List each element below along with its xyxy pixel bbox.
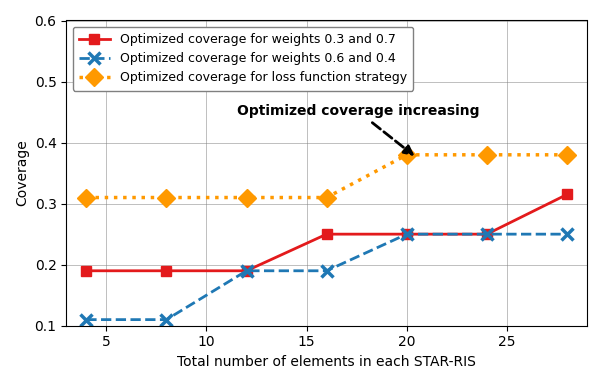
Optimized coverage for loss function strategy [163,195,170,200]
Text: Optimized coverage increasing: Optimized coverage increasing [237,104,479,154]
Optimized coverage for weights 0.6 and 0.4 [563,232,571,237]
Optimized coverage for weights 0.6 and 0.4 [243,268,250,273]
Optimized coverage for weights 0.6 and 0.4 [163,317,170,322]
Optimized coverage for weights 0.3 and 0.7 [563,192,571,197]
Legend: Optimized coverage for weights 0.3 and 0.7, Optimized coverage for weights 0.6 a: Optimized coverage for weights 0.3 and 0… [72,27,414,91]
Optimized coverage for loss function strategy [323,195,330,200]
X-axis label: Total number of elements in each STAR-RIS: Total number of elements in each STAR-RI… [177,355,476,369]
Optimized coverage for loss function strategy [82,195,90,200]
Optimized coverage for weights 0.6 and 0.4 [483,232,491,237]
Optimized coverage for weights 0.3 and 0.7 [403,232,411,237]
Optimized coverage for weights 0.3 and 0.7 [483,232,491,237]
Optimized coverage for weights 0.6 and 0.4 [403,232,411,237]
Optimized coverage for weights 0.3 and 0.7 [243,268,250,273]
Optimized coverage for loss function strategy [483,152,491,157]
Y-axis label: Coverage: Coverage [15,140,29,207]
Optimized coverage for loss function strategy [243,195,250,200]
Line: Optimized coverage for weights 0.6 and 0.4: Optimized coverage for weights 0.6 and 0… [80,228,573,326]
Optimized coverage for weights 0.6 and 0.4 [82,317,90,322]
Optimized coverage for weights 0.3 and 0.7 [163,268,170,273]
Optimized coverage for loss function strategy [563,152,571,157]
Optimized coverage for weights 0.6 and 0.4 [323,268,330,273]
Line: Optimized coverage for loss function strategy: Optimized coverage for loss function str… [80,149,573,204]
Optimized coverage for weights 0.3 and 0.7 [323,232,330,237]
Optimized coverage for loss function strategy [403,152,411,157]
Line: Optimized coverage for weights 0.3 and 0.7: Optimized coverage for weights 0.3 and 0… [81,190,572,276]
Optimized coverage for weights 0.3 and 0.7 [82,268,90,273]
